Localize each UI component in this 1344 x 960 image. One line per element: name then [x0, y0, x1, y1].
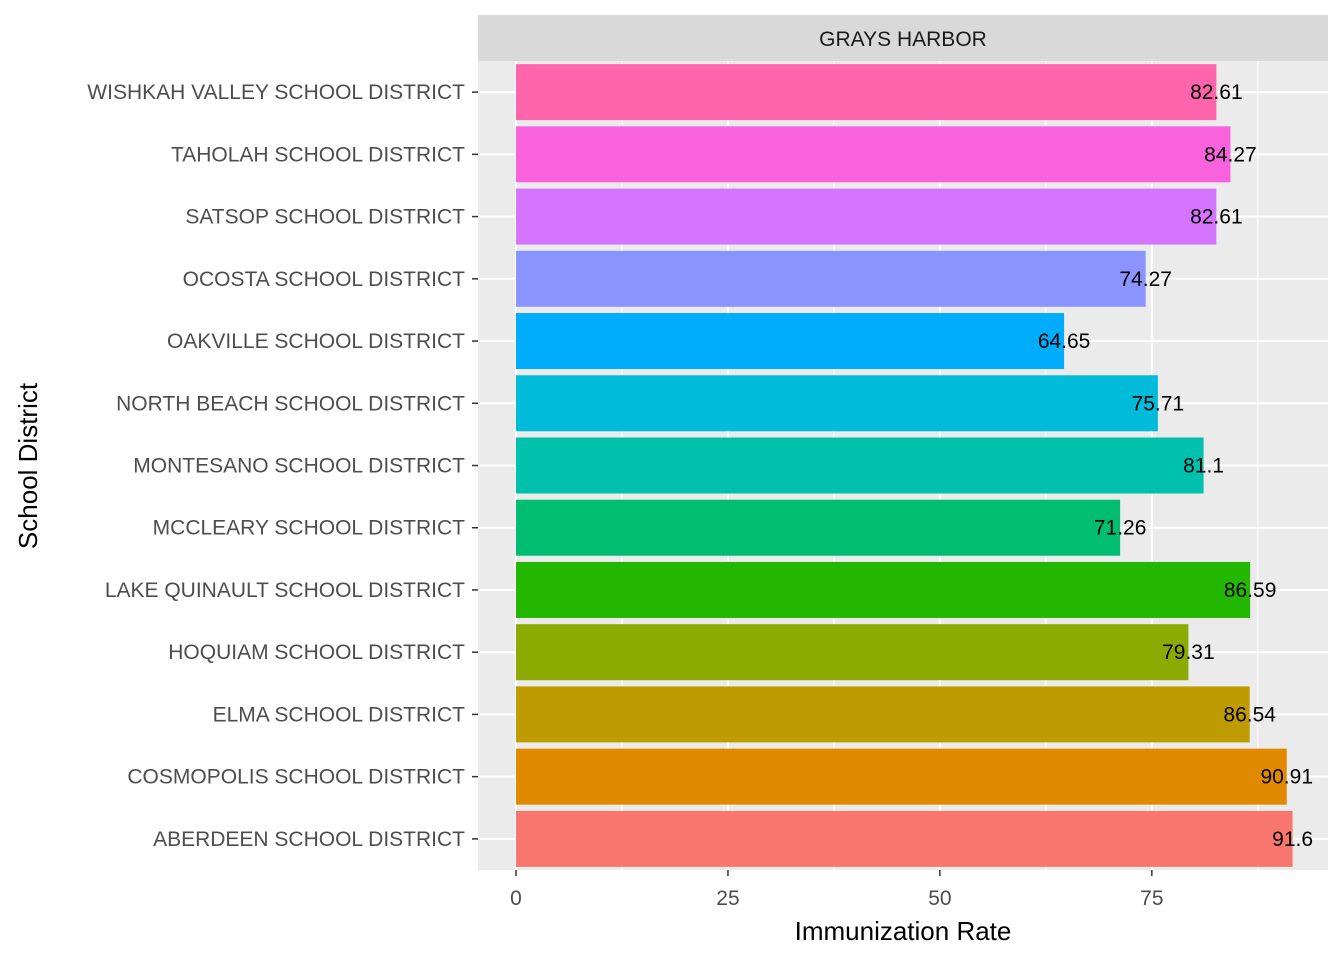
y-tick-label: SATSOP SCHOOL DISTRICT [185, 206, 465, 229]
bar [516, 624, 1189, 681]
bar-value-label: 74.27 [1119, 268, 1172, 291]
x-tick-label: 0 [510, 887, 522, 910]
x-tick-label: 50 [928, 887, 951, 910]
x-axis-title: Immunization Rate [795, 916, 1012, 946]
y-tick-label: MCCLEARY SCHOOL DISTRICT [153, 517, 466, 540]
bar [516, 64, 1217, 121]
x-axis: 0 25 50 75 [510, 870, 1164, 910]
bar [516, 686, 1250, 743]
bar-value-label: 79.31 [1162, 641, 1215, 664]
bar [516, 748, 1287, 805]
bar [516, 375, 1158, 432]
bar-value-label: 71.26 [1094, 517, 1147, 540]
y-axis: ABERDEEN SCHOOL DISTRICT COSMOPOLIS SCHOO… [87, 81, 478, 851]
bar [516, 437, 1204, 494]
bar [516, 499, 1121, 556]
bar [516, 313, 1065, 370]
bar [516, 810, 1293, 867]
bar [516, 250, 1146, 307]
bar [516, 561, 1251, 618]
bar-value-label: 82.61 [1190, 206, 1243, 229]
y-tick-label: NORTH BEACH SCHOOL DISTRICT [116, 392, 465, 415]
facet-strip [478, 15, 1328, 61]
y-tick-label: OCOSTA SCHOOL DISTRICT [183, 268, 466, 291]
y-tick-label: OAKVILLE SCHOOL DISTRICT [167, 330, 465, 353]
y-tick-label: ABERDEEN SCHOOL DISTRICT [153, 828, 465, 851]
x-tick-label: 25 [716, 887, 739, 910]
bar-value-label: 75.71 [1132, 392, 1185, 415]
y-tick-label: HOQUIAM SCHOOL DISTRICT [168, 641, 465, 664]
y-axis-title: School District [13, 382, 43, 549]
bar-value-label: 84.27 [1204, 143, 1257, 166]
y-tick-label: WISHKAH VALLEY SCHOOL DISTRICT [87, 81, 465, 104]
y-tick-label: ELMA SCHOOL DISTRICT [213, 703, 466, 726]
bar-value-label: 64.65 [1038, 330, 1091, 353]
bar-value-label: 90.91 [1260, 766, 1313, 789]
bar [516, 126, 1231, 183]
y-tick-label: MONTESANO SCHOOL DISTRICT [133, 455, 465, 478]
bars [516, 64, 1293, 867]
bar-labels: 91.6 90.91 86.54 79.31 86.59 71.26 81.1 75.71 64… [1038, 81, 1313, 851]
y-tick-label: LAKE QUINAULT SCHOOL DISTRICT [105, 579, 465, 602]
y-tick-label: TAHOLAH SCHOOL DISTRICT [171, 143, 465, 166]
bar [516, 188, 1217, 245]
facet-label: GRAYS HARBOR [819, 28, 987, 51]
bar-value-label: 81.1 [1183, 455, 1224, 478]
bar-value-label: 86.59 [1224, 579, 1277, 602]
bar-value-label: 91.6 [1272, 828, 1313, 851]
bar-value-label: 86.54 [1223, 703, 1276, 726]
y-tick-label: COSMOPOLIS SCHOOL DISTRICT [127, 766, 465, 789]
x-tick-label: 75 [1140, 887, 1163, 910]
bar-value-label: 82.61 [1190, 81, 1243, 104]
